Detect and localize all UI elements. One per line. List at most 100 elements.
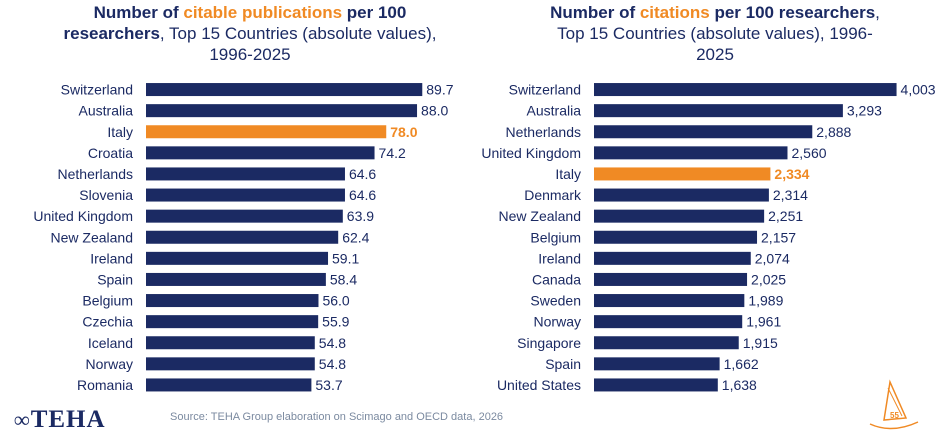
right-bar — [594, 83, 897, 97]
left-category-label: Norway — [86, 356, 133, 372]
right-category-label: United Kingdom — [481, 145, 581, 161]
right-title-part-2: citations — [639, 3, 710, 22]
left-category-label: Czechia — [82, 314, 133, 330]
right-bar — [594, 230, 758, 244]
right-category-label: Ireland — [538, 250, 581, 266]
right-title-part-4: , Top 15 Countries (absolute values), 19… — [557, 3, 880, 64]
sail-boat-icon — [869, 379, 919, 430]
right-bar — [594, 336, 739, 350]
left-bar — [146, 230, 339, 244]
right-value-label: 2,074 — [755, 250, 790, 266]
right-bar — [594, 294, 745, 308]
left-bar — [146, 378, 312, 392]
left-bar — [146, 272, 326, 286]
left-value-label: 53.7 — [315, 377, 342, 393]
left-bar — [146, 188, 345, 202]
left-category-label: Romania — [77, 377, 133, 393]
right-category-label: Netherlands — [506, 124, 582, 140]
right-value-label: 1,662 — [724, 356, 759, 372]
right-value-label: 1,638 — [722, 377, 757, 393]
left-value-label: 54.8 — [319, 335, 346, 351]
left-value-label: 55.9 — [322, 314, 349, 330]
left-title-part-2: citable publications — [183, 3, 343, 22]
left-value-label: 64.6 — [349, 187, 376, 203]
left-value-label: 74.2 — [379, 145, 406, 161]
right-value-label: 2,157 — [761, 229, 796, 245]
right-title-part-1: Number of — [550, 3, 640, 22]
left-title-part-1: Number of — [93, 3, 184, 22]
logo-text: TEHA — [30, 406, 106, 433]
right-category-label: New Zealand — [499, 208, 582, 224]
left-category-label: Netherlands — [58, 166, 134, 182]
left-bar — [146, 146, 375, 160]
left-bar — [146, 315, 319, 329]
left-bar — [146, 83, 423, 97]
right-value-label: 1,961 — [746, 314, 781, 330]
right-bar — [594, 209, 765, 223]
right-category-label: Sweden — [530, 293, 581, 309]
left-value-label: 54.8 — [319, 356, 346, 372]
right-value-label: 2,888 — [816, 124, 851, 140]
right-bar — [594, 251, 751, 265]
left-value-label: 62.4 — [342, 229, 369, 245]
left-category-label: Switzerland — [61, 82, 133, 98]
left-value-label: 64.6 — [349, 166, 376, 182]
left-category-label: Croatia — [88, 145, 133, 161]
left-category-label: United Kingdom — [33, 208, 133, 224]
right-value-label: 1,989 — [748, 293, 783, 309]
right-value-label: 2,314 — [773, 187, 808, 203]
right-category-label: Canada — [532, 271, 581, 287]
right-value-label: 2,560 — [791, 145, 826, 161]
right-category-label: Belgium — [530, 229, 581, 245]
infinity-knot-icon: ∞ — [14, 407, 31, 432]
left-category-label: Belgium — [82, 293, 133, 309]
right-value-label: 4,003 — [901, 82, 936, 98]
right-bar — [594, 188, 769, 202]
page-number: 55 — [890, 411, 899, 420]
left-category-label: Australia — [79, 103, 134, 119]
right-value-label: 2,251 — [768, 208, 803, 224]
right-category-label: Denmark — [524, 187, 582, 203]
left-value-label: 58.4 — [330, 271, 357, 287]
right-value-label: 1,915 — [743, 335, 778, 351]
left-bar — [146, 294, 319, 308]
right-category-label: Singapore — [517, 335, 581, 351]
right-chart-title: Number of citations per 100 researchers,… — [545, 2, 885, 65]
right-bar — [594, 272, 748, 286]
left-category-label: Slovenia — [79, 187, 133, 203]
right-title-part-3: per 100 researchers — [709, 3, 876, 22]
source-note: Source: TEHA Group elaboration on Scimag… — [170, 411, 504, 423]
left-value-label: 88.0 — [421, 103, 448, 119]
left-bar — [146, 336, 315, 350]
left-category-label: Iceland — [88, 335, 133, 351]
right-value-label: 2,025 — [751, 271, 786, 287]
right-category-label: Spain — [545, 356, 581, 372]
left-title-part-4: , Top 15 Countries (absolute values), 19… — [159, 24, 437, 64]
right-bar — [594, 125, 813, 139]
right-bar — [594, 104, 843, 118]
right-value-label: 3,293 — [847, 103, 882, 119]
right-category-label: Italy — [555, 166, 581, 182]
right-category-label: Norway — [534, 314, 581, 330]
left-value-label: 56.0 — [322, 293, 349, 309]
right-bar — [594, 378, 718, 392]
right-bar — [594, 146, 788, 160]
left-value-label: 89.7 — [426, 82, 453, 98]
left-category-label: Ireland — [90, 250, 133, 266]
left-category-label: Italy — [107, 124, 133, 140]
right-value-label: 2,334 — [774, 166, 809, 182]
left-category-label: New Zealand — [51, 229, 134, 245]
left-value-label: 63.9 — [347, 208, 374, 224]
teha-logo: ∞TEHA — [14, 406, 106, 434]
left-value-label: 59.1 — [332, 250, 359, 266]
right-category-label: United States — [497, 377, 581, 393]
left-category-label: Spain — [97, 271, 133, 287]
left-value-label: 78.0 — [390, 124, 417, 140]
right-category-label: Switzerland — [509, 82, 581, 98]
left-bar — [146, 125, 387, 139]
right-bar — [594, 167, 771, 181]
left-bar — [146, 104, 418, 118]
left-bar — [146, 251, 329, 265]
left-bar — [146, 167, 345, 181]
left-title-part-3: per 100 researchers — [63, 3, 407, 43]
